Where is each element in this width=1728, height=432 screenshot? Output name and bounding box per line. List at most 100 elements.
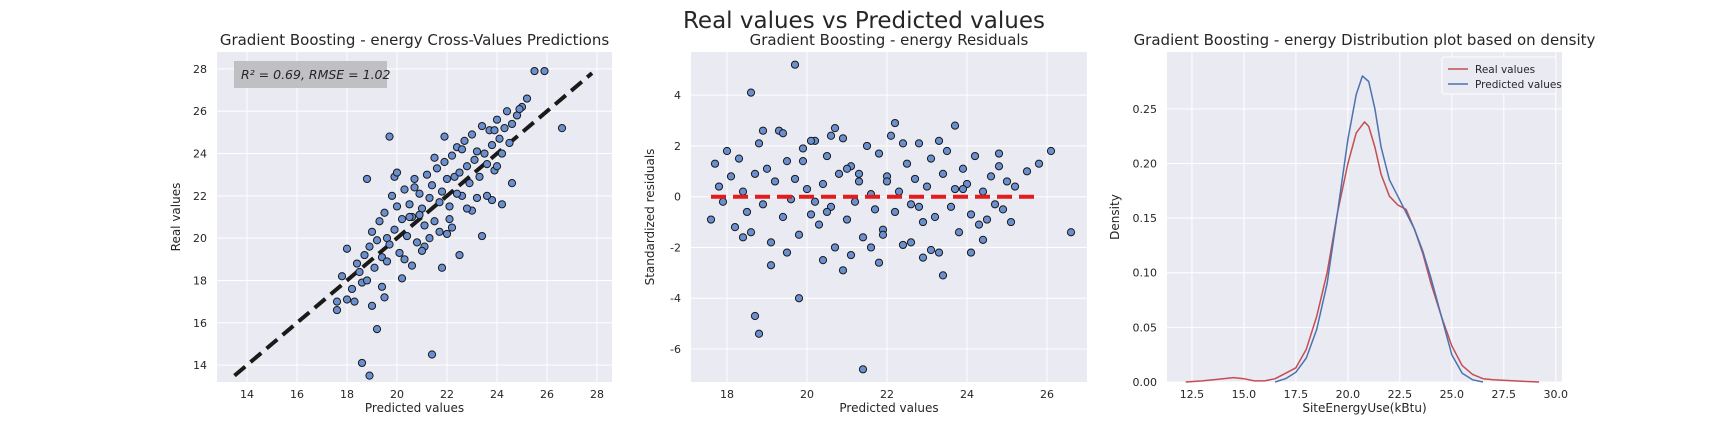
- data-point: [954, 228, 964, 237]
- x-axis-label: Predicted values: [365, 401, 464, 415]
- data-point: [522, 94, 532, 103]
- data-point: [890, 118, 900, 128]
- data-point: [362, 174, 372, 184]
- data-point: [407, 261, 417, 270]
- data-point: [380, 208, 389, 217]
- y-tick-label: 20: [193, 232, 207, 245]
- data-point: [914, 202, 924, 211]
- data-point: [994, 149, 1004, 158]
- y-tick-label: 0.05: [1133, 321, 1158, 334]
- data-point: [377, 282, 387, 291]
- data-point: [467, 130, 477, 139]
- data-point: [497, 200, 507, 209]
- y-tick-label: 4: [674, 89, 681, 102]
- subplot-title: Gradient Boosting - energy Residuals: [750, 31, 1029, 49]
- data-point: [455, 250, 464, 260]
- data-point: [778, 129, 788, 138]
- data-point: [978, 187, 988, 196]
- data-point: [910, 174, 920, 184]
- x-axis-label: SiteEnergyUse(kBtu): [1302, 401, 1426, 415]
- data-point: [437, 187, 447, 196]
- data-point: [846, 250, 856, 260]
- legend-label: Predicted values: [1475, 79, 1562, 91]
- data-point: [455, 168, 464, 177]
- data-point: [738, 233, 748, 242]
- data-point: [902, 159, 912, 168]
- data-point: [445, 215, 454, 224]
- x-tick-label: 20: [800, 388, 814, 401]
- data-point: [754, 139, 764, 148]
- data-point: [874, 258, 884, 267]
- data-point: [918, 217, 928, 227]
- data-point: [738, 187, 748, 196]
- data-point: [710, 159, 720, 168]
- data-point: [822, 151, 832, 161]
- data-point: [375, 217, 384, 226]
- y-tick-label: 28: [193, 63, 207, 76]
- x-tick-label: 16: [290, 388, 304, 401]
- data-point: [750, 311, 760, 321]
- data-point: [417, 246, 427, 255]
- data-point: [986, 172, 996, 181]
- data-point: [337, 272, 347, 281]
- data-point: [886, 131, 896, 140]
- data-point: [922, 182, 932, 191]
- data-point: [437, 263, 447, 272]
- data-point: [898, 240, 908, 250]
- data-point: [392, 202, 402, 211]
- data-point: [898, 139, 908, 148]
- legend-label: Real values: [1475, 64, 1535, 76]
- data-point: [462, 162, 472, 171]
- data-point: [400, 185, 409, 194]
- y-tick-label: 0.00: [1133, 376, 1158, 389]
- data-point: [838, 266, 848, 275]
- data-point: [990, 200, 1000, 209]
- data-point: [490, 126, 499, 135]
- x-tick-label: 24: [960, 388, 974, 401]
- data-point: [818, 256, 828, 265]
- data-point: [385, 240, 394, 249]
- data-point: [982, 215, 992, 224]
- data-point: [766, 238, 776, 247]
- data-point: [350, 297, 359, 306]
- data-point: [890, 207, 900, 217]
- data-point: [410, 174, 419, 184]
- x-tick-label: 25.0: [1440, 388, 1465, 401]
- data-point: [402, 231, 412, 241]
- data-point: [722, 146, 732, 156]
- data-point: [452, 189, 462, 198]
- data-point: [415, 189, 424, 198]
- data-point: [818, 179, 828, 189]
- data-point: [926, 154, 936, 163]
- data-point: [495, 134, 504, 143]
- data-point: [754, 329, 764, 338]
- subplot-title: Gradient Boosting - energy Distribution …: [1134, 31, 1596, 49]
- data-point: [882, 177, 892, 186]
- data-point: [465, 179, 474, 188]
- data-point: [442, 229, 452, 239]
- y-tick-label: -4: [670, 292, 681, 305]
- data-point: [966, 248, 976, 257]
- data-point: [970, 151, 980, 161]
- data-point: [766, 261, 776, 270]
- data-point: [477, 231, 487, 241]
- data-point: [790, 174, 800, 184]
- data-point: [342, 295, 352, 304]
- y-axis-label: Density: [1108, 194, 1122, 240]
- x-tick-label: 22: [440, 388, 454, 401]
- data-point: [966, 210, 976, 219]
- data-point: [470, 155, 479, 164]
- data-point: [332, 297, 342, 306]
- y-tick-label: 22: [193, 190, 207, 203]
- data-point: [926, 245, 936, 255]
- data-point: [1066, 228, 1076, 237]
- data-point: [822, 207, 832, 217]
- data-point: [540, 66, 549, 76]
- data-point: [412, 238, 422, 247]
- data-point: [842, 215, 852, 224]
- data-point: [500, 124, 509, 133]
- plot-area: [691, 52, 1087, 382]
